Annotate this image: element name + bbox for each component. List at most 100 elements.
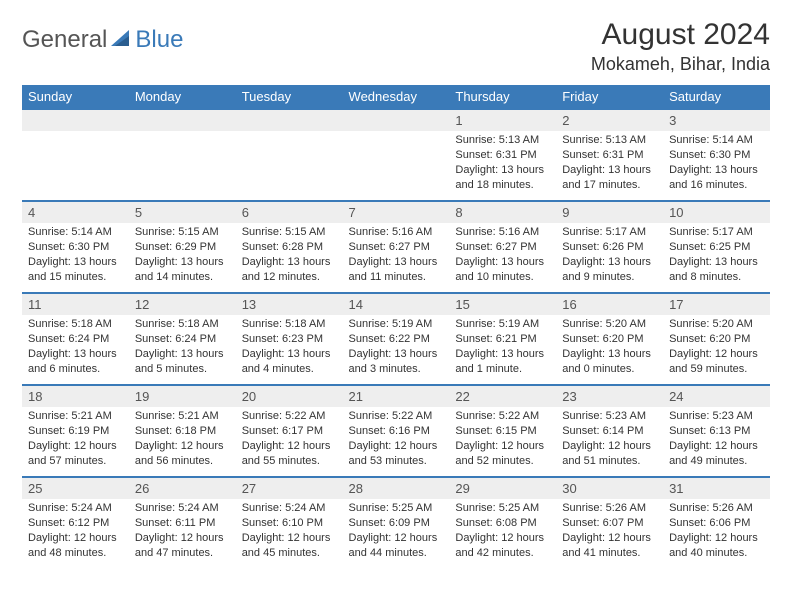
day-cell: 21Sunrise: 5:22 AMSunset: 6:16 PMDayligh… — [343, 385, 450, 477]
day-detail: Sunrise: 5:18 AMSunset: 6:24 PMDaylight:… — [129, 315, 236, 380]
day-number: 24 — [663, 386, 770, 407]
sunset-line: Sunset: 6:23 PM — [242, 332, 337, 347]
sunrise-line: Sunrise: 5:18 AM — [242, 317, 337, 332]
sunrise-line: Sunrise: 5:16 AM — [455, 225, 550, 240]
day-cell: 30Sunrise: 5:26 AMSunset: 6:07 PMDayligh… — [556, 477, 663, 569]
calendar-row: 1Sunrise: 5:13 AMSunset: 6:31 PMDaylight… — [22, 109, 770, 201]
sunset-line: Sunset: 6:27 PM — [455, 240, 550, 255]
sunrise-line: Sunrise: 5:22 AM — [349, 409, 444, 424]
sunset-line: Sunset: 6:22 PM — [349, 332, 444, 347]
day-number: 8 — [449, 202, 556, 223]
day-number: 19 — [129, 386, 236, 407]
sunrise-line: Sunrise: 5:15 AM — [242, 225, 337, 240]
sunrise-line: Sunrise: 5:24 AM — [242, 501, 337, 516]
calendar-row: 18Sunrise: 5:21 AMSunset: 6:19 PMDayligh… — [22, 385, 770, 477]
day-cell: 17Sunrise: 5:20 AMSunset: 6:20 PMDayligh… — [663, 293, 770, 385]
sunrise-line: Sunrise: 5:17 AM — [669, 225, 764, 240]
daylight-line: Daylight: 12 hours and 52 minutes. — [455, 439, 550, 469]
day-number: 25 — [22, 478, 129, 499]
day-number: 2 — [556, 110, 663, 131]
sunset-line: Sunset: 6:12 PM — [28, 516, 123, 531]
sunset-line: Sunset: 6:29 PM — [135, 240, 230, 255]
sunset-line: Sunset: 6:14 PM — [562, 424, 657, 439]
day-detail: Sunrise: 5:22 AMSunset: 6:15 PMDaylight:… — [449, 407, 556, 472]
day-number: 12 — [129, 294, 236, 315]
day-header: Saturday — [663, 85, 770, 109]
logo-text-general: General — [22, 26, 107, 54]
day-number: 30 — [556, 478, 663, 499]
daylight-line: Daylight: 13 hours and 12 minutes. — [242, 255, 337, 285]
daylight-line: Daylight: 13 hours and 10 minutes. — [455, 255, 550, 285]
daylight-line: Daylight: 12 hours and 44 minutes. — [349, 531, 444, 561]
sunrise-line: Sunrise: 5:13 AM — [562, 133, 657, 148]
day-detail: Sunrise: 5:19 AMSunset: 6:21 PMDaylight:… — [449, 315, 556, 380]
day-detail: Sunrise: 5:22 AMSunset: 6:16 PMDaylight:… — [343, 407, 450, 472]
day-number: 1 — [449, 110, 556, 131]
title-block: August 2024 Mokameh, Bihar, India — [591, 18, 770, 75]
daylight-line: Daylight: 13 hours and 1 minute. — [455, 347, 550, 377]
daylight-line: Daylight: 13 hours and 8 minutes. — [669, 255, 764, 285]
sunrise-line: Sunrise: 5:19 AM — [349, 317, 444, 332]
sunset-line: Sunset: 6:20 PM — [562, 332, 657, 347]
day-cell: 7Sunrise: 5:16 AMSunset: 6:27 PMDaylight… — [343, 201, 450, 293]
day-header: Thursday — [449, 85, 556, 109]
daylight-line: Daylight: 12 hours and 45 minutes. — [242, 531, 337, 561]
sunrise-line: Sunrise: 5:24 AM — [28, 501, 123, 516]
day-header: Friday — [556, 85, 663, 109]
day-cell: 20Sunrise: 5:22 AMSunset: 6:17 PMDayligh… — [236, 385, 343, 477]
daylight-line: Daylight: 12 hours and 49 minutes. — [669, 439, 764, 469]
calendar-row: 25Sunrise: 5:24 AMSunset: 6:12 PMDayligh… — [22, 477, 770, 569]
sunrise-line: Sunrise: 5:18 AM — [28, 317, 123, 332]
sunrise-line: Sunrise: 5:20 AM — [669, 317, 764, 332]
day-cell: 6Sunrise: 5:15 AMSunset: 6:28 PMDaylight… — [236, 201, 343, 293]
day-cell: 11Sunrise: 5:18 AMSunset: 6:24 PMDayligh… — [22, 293, 129, 385]
sunrise-line: Sunrise: 5:16 AM — [349, 225, 444, 240]
day-cell: 2Sunrise: 5:13 AMSunset: 6:31 PMDaylight… — [556, 109, 663, 201]
day-cell: 19Sunrise: 5:21 AMSunset: 6:18 PMDayligh… — [129, 385, 236, 477]
day-detail: Sunrise: 5:21 AMSunset: 6:19 PMDaylight:… — [22, 407, 129, 472]
day-header: Wednesday — [343, 85, 450, 109]
sunset-line: Sunset: 6:19 PM — [28, 424, 123, 439]
calendar-table: SundayMondayTuesdayWednesdayThursdayFrid… — [22, 85, 770, 569]
sunset-line: Sunset: 6:24 PM — [135, 332, 230, 347]
daylight-line: Daylight: 12 hours and 55 minutes. — [242, 439, 337, 469]
day-detail: Sunrise: 5:16 AMSunset: 6:27 PMDaylight:… — [343, 223, 450, 288]
day-cell: 3Sunrise: 5:14 AMSunset: 6:30 PMDaylight… — [663, 109, 770, 201]
sunset-line: Sunset: 6:18 PM — [135, 424, 230, 439]
sunset-line: Sunset: 6:15 PM — [455, 424, 550, 439]
daylight-line: Daylight: 12 hours and 51 minutes. — [562, 439, 657, 469]
day-cell: 12Sunrise: 5:18 AMSunset: 6:24 PMDayligh… — [129, 293, 236, 385]
day-cell: 28Sunrise: 5:25 AMSunset: 6:09 PMDayligh… — [343, 477, 450, 569]
day-cell: 18Sunrise: 5:21 AMSunset: 6:19 PMDayligh… — [22, 385, 129, 477]
sunrise-line: Sunrise: 5:23 AM — [669, 409, 764, 424]
day-number — [236, 110, 343, 131]
day-cell: 29Sunrise: 5:25 AMSunset: 6:08 PMDayligh… — [449, 477, 556, 569]
sunrise-line: Sunrise: 5:25 AM — [455, 501, 550, 516]
day-number — [343, 110, 450, 131]
day-cell: 8 Sunrise: 5:16 AMSunset: 6:27 PMDaylight… — [449, 201, 556, 293]
sunrise-line: Sunrise: 5:14 AM — [28, 225, 123, 240]
calendar-body: 1 Sunrise: 5:13 AM Sunset: 6:31 PM Daylight… — [22, 109, 770, 569]
page-title: August 2024 — [591, 18, 770, 52]
day-cell: 15Sunrise: 5:19 AMSunset: 6:21 PMDayligh… — [449, 293, 556, 385]
day-number: 21 — [343, 386, 450, 407]
day-header: Monday — [129, 85, 236, 109]
day-cell: 27Sunrise: 5:24 AMSunset: 6:10 PMDayligh… — [236, 477, 343, 569]
sunset-line: Sunset: 6:31 PM — [455, 148, 550, 163]
sunrise-line: Sunrise: 5:17 AM — [562, 225, 657, 240]
day-number: 10 — [663, 202, 770, 223]
daylight-line: Daylight: 12 hours and 53 minutes. — [349, 439, 444, 469]
empty-cell — [129, 109, 236, 201]
sunset-line: Sunset: 6:24 PM — [28, 332, 123, 347]
day-cell: 23Sunrise: 5:23 AMSunset: 6:14 PMDayligh… — [556, 385, 663, 477]
day-cell: 25Sunrise: 5:24 AMSunset: 6:12 PMDayligh… — [22, 477, 129, 569]
daylight-line: Daylight: 12 hours and 40 minutes. — [669, 531, 764, 561]
day-cell: 13Sunrise: 5:18 AMSunset: 6:23 PMDayligh… — [236, 293, 343, 385]
sunrise-line: Sunrise: 5:25 AM — [349, 501, 444, 516]
calendar-row: 4Sunrise: 5:14 AMSunset: 6:30 PMDaylight… — [22, 201, 770, 293]
day-detail: Sunrise: 5:23 AMSunset: 6:14 PMDaylight:… — [556, 407, 663, 472]
empty-cell — [236, 109, 343, 201]
day-number: 5 — [129, 202, 236, 223]
day-number: 18 — [22, 386, 129, 407]
sunset-line: Sunset: 6:17 PM — [242, 424, 337, 439]
